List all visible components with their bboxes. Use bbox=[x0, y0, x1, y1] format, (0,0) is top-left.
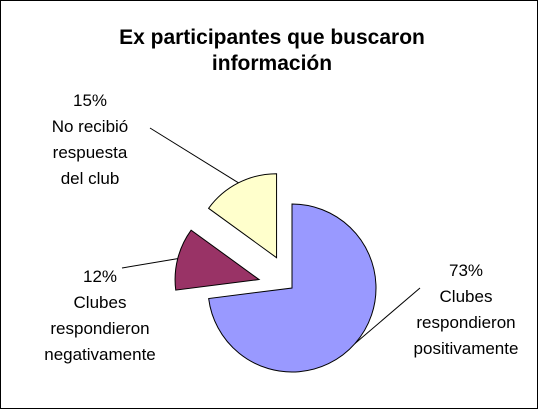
pie-slice bbox=[174, 229, 261, 291]
data-label: 12% bbox=[83, 267, 117, 286]
pie-slice bbox=[207, 173, 278, 259]
data-label: 15% bbox=[73, 91, 107, 110]
category-label: Clubes respondieron positivamente bbox=[414, 287, 519, 358]
chart-title: Ex participantes que buscaron información bbox=[119, 26, 425, 75]
category-label: Clubes respondieron negativamente bbox=[44, 293, 156, 364]
pie-slice bbox=[208, 203, 377, 373]
leader-line bbox=[354, 287, 421, 344]
leader-line bbox=[121, 258, 178, 269]
data-label: 73% bbox=[449, 261, 483, 280]
category-label: No recibió respuesta del club bbox=[52, 117, 129, 188]
leader-line bbox=[149, 127, 239, 184]
